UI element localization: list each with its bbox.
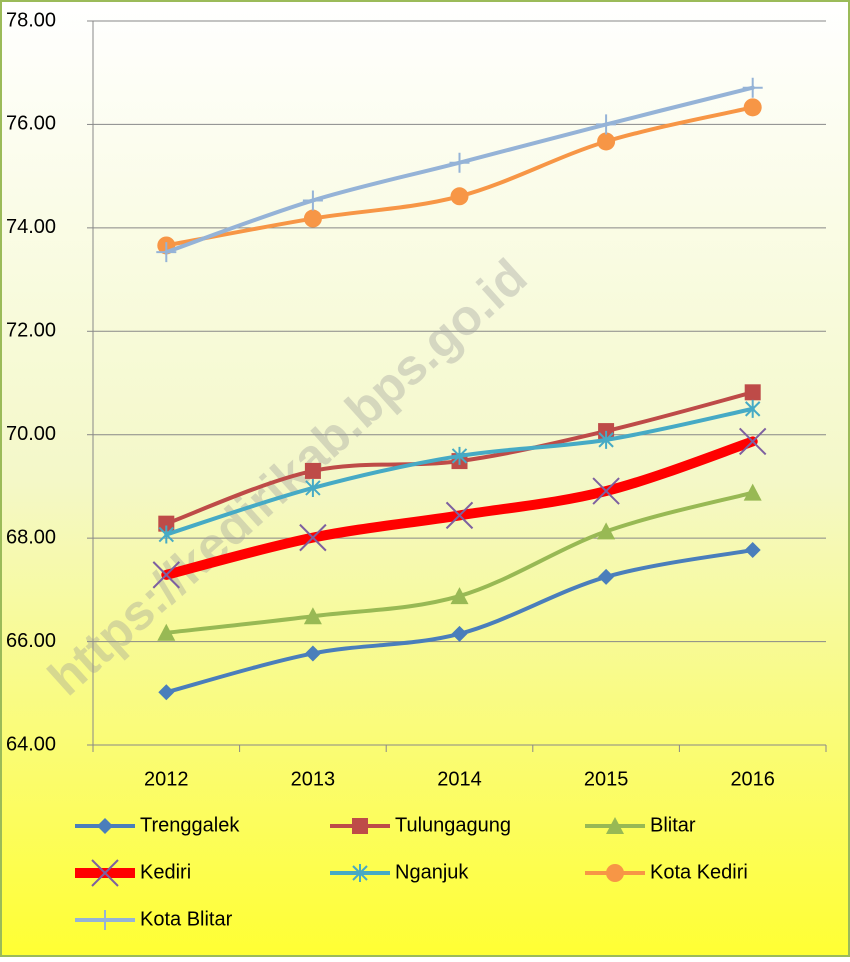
legend-label: Kota Kediri bbox=[650, 861, 748, 883]
marker bbox=[449, 152, 470, 173]
y-tick-label: 76.00 bbox=[6, 113, 56, 135]
marker bbox=[744, 384, 761, 401]
x-tick-label: 2015 bbox=[584, 768, 629, 790]
marker bbox=[302, 190, 323, 211]
marker bbox=[743, 98, 762, 117]
marker bbox=[451, 625, 468, 642]
y-tick-label: 68.00 bbox=[6, 526, 56, 548]
y-tick-label: 64.00 bbox=[6, 733, 56, 755]
x-tick-label: 2012 bbox=[144, 768, 189, 790]
marker bbox=[352, 818, 368, 834]
marker bbox=[303, 209, 322, 228]
marker bbox=[598, 430, 614, 449]
marker bbox=[606, 864, 624, 882]
marker bbox=[592, 477, 620, 505]
y-tick-label: 74.00 bbox=[6, 216, 56, 238]
marker bbox=[445, 501, 474, 530]
marker bbox=[744, 399, 761, 418]
y-tick-label: 72.00 bbox=[6, 320, 56, 342]
marker bbox=[303, 607, 322, 625]
marker bbox=[597, 132, 616, 151]
marker bbox=[742, 77, 763, 98]
marker bbox=[91, 859, 119, 887]
marker bbox=[451, 446, 468, 465]
marker bbox=[738, 427, 767, 456]
marker bbox=[596, 114, 617, 135]
x-tick-label: 2014 bbox=[437, 768, 482, 790]
legend-label: Kediri bbox=[140, 861, 191, 883]
legend-label: Kota Blitar bbox=[140, 908, 233, 930]
marker bbox=[158, 515, 175, 532]
legend-label: Blitar bbox=[650, 814, 696, 836]
marker bbox=[598, 568, 615, 585]
legend-label: Trenggalek bbox=[140, 814, 240, 836]
marker bbox=[305, 478, 321, 497]
y-tick-label: 66.00 bbox=[6, 630, 56, 652]
y-tick-label: 70.00 bbox=[6, 423, 56, 445]
marker bbox=[95, 910, 115, 930]
y-tick-label: 78.00 bbox=[6, 9, 56, 31]
marker bbox=[304, 462, 321, 479]
marker bbox=[158, 525, 175, 544]
marker bbox=[97, 818, 113, 834]
marker bbox=[157, 623, 176, 641]
x-tick-label: 2013 bbox=[291, 768, 336, 790]
marker bbox=[597, 522, 616, 540]
marker bbox=[152, 561, 181, 589]
x-tick-label: 2016 bbox=[730, 768, 775, 790]
marker bbox=[299, 523, 327, 552]
marker bbox=[352, 864, 368, 882]
marker bbox=[450, 187, 469, 206]
legend-label: Tulungagung bbox=[395, 814, 511, 836]
marker bbox=[744, 542, 761, 559]
marker bbox=[304, 645, 321, 662]
marker bbox=[450, 587, 469, 605]
legend-label: Nganjuk bbox=[395, 861, 469, 883]
marker bbox=[156, 242, 177, 263]
marker bbox=[606, 817, 624, 834]
marker bbox=[743, 483, 762, 501]
marker bbox=[158, 684, 175, 701]
